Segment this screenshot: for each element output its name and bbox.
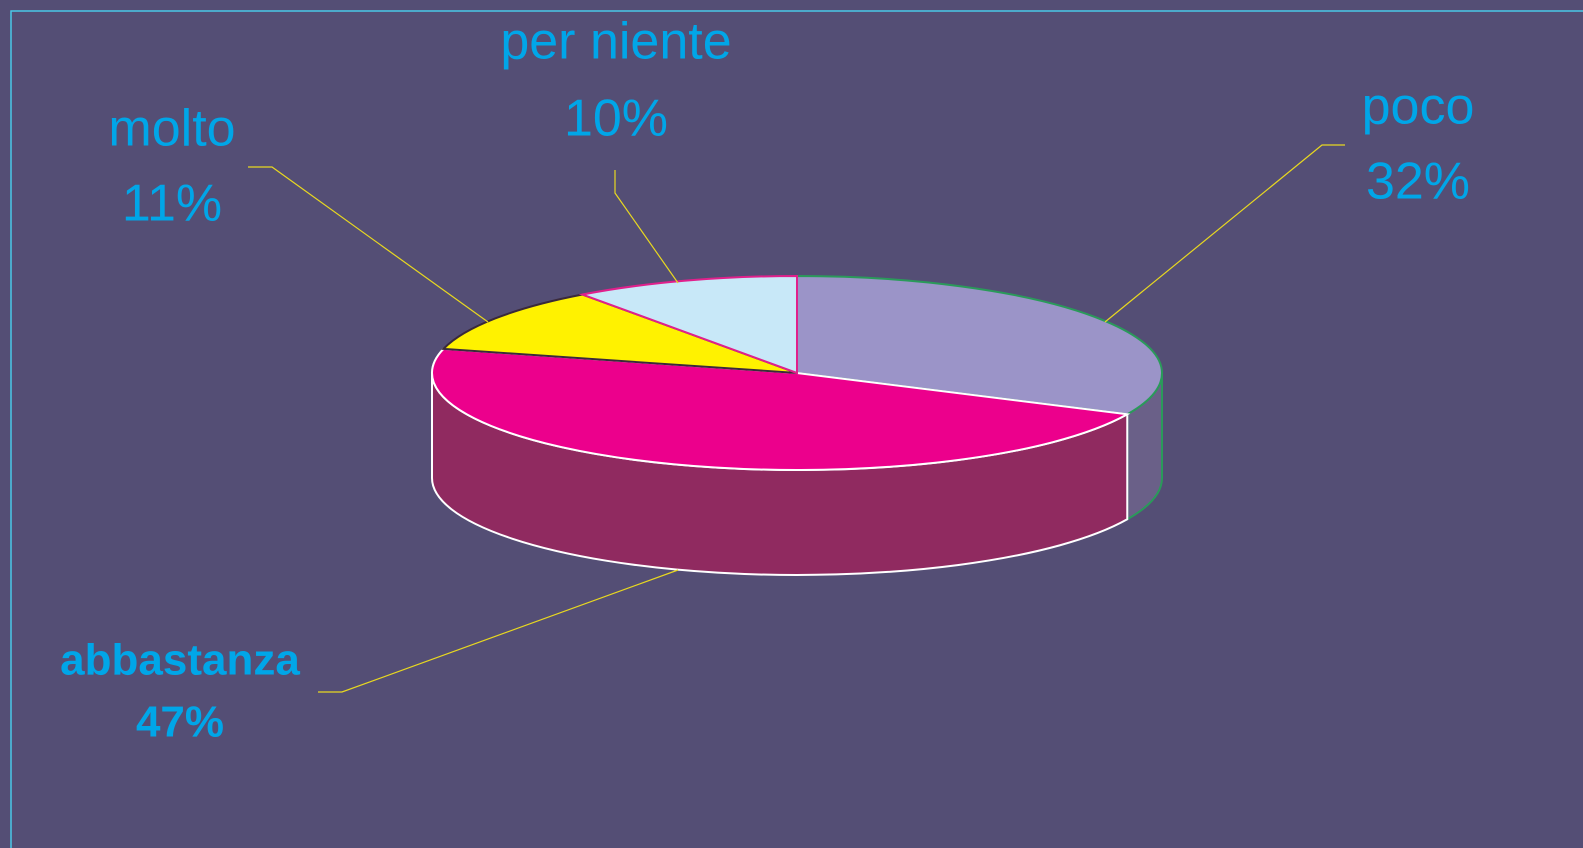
pie-slice [578, 274, 798, 375]
pie-slice [796, 274, 1163, 416]
leader-line [248, 166, 489, 323]
slice-label: poco [1362, 78, 1475, 136]
slice-value-label: 32% [1366, 153, 1470, 211]
slice-label: abbastanza [60, 636, 300, 685]
leader-line [1104, 144, 1345, 323]
pie-slice [431, 347, 1131, 471]
pie-slice [441, 293, 798, 374]
leader-line [318, 569, 679, 693]
slice-value-label: 47% [136, 698, 224, 747]
leader-line [614, 170, 679, 284]
slice-label: molto [108, 100, 235, 158]
slice-value-label: 11% [122, 175, 222, 233]
slice-value-label: 10% [564, 90, 668, 148]
slice-label: per niente [500, 13, 731, 71]
